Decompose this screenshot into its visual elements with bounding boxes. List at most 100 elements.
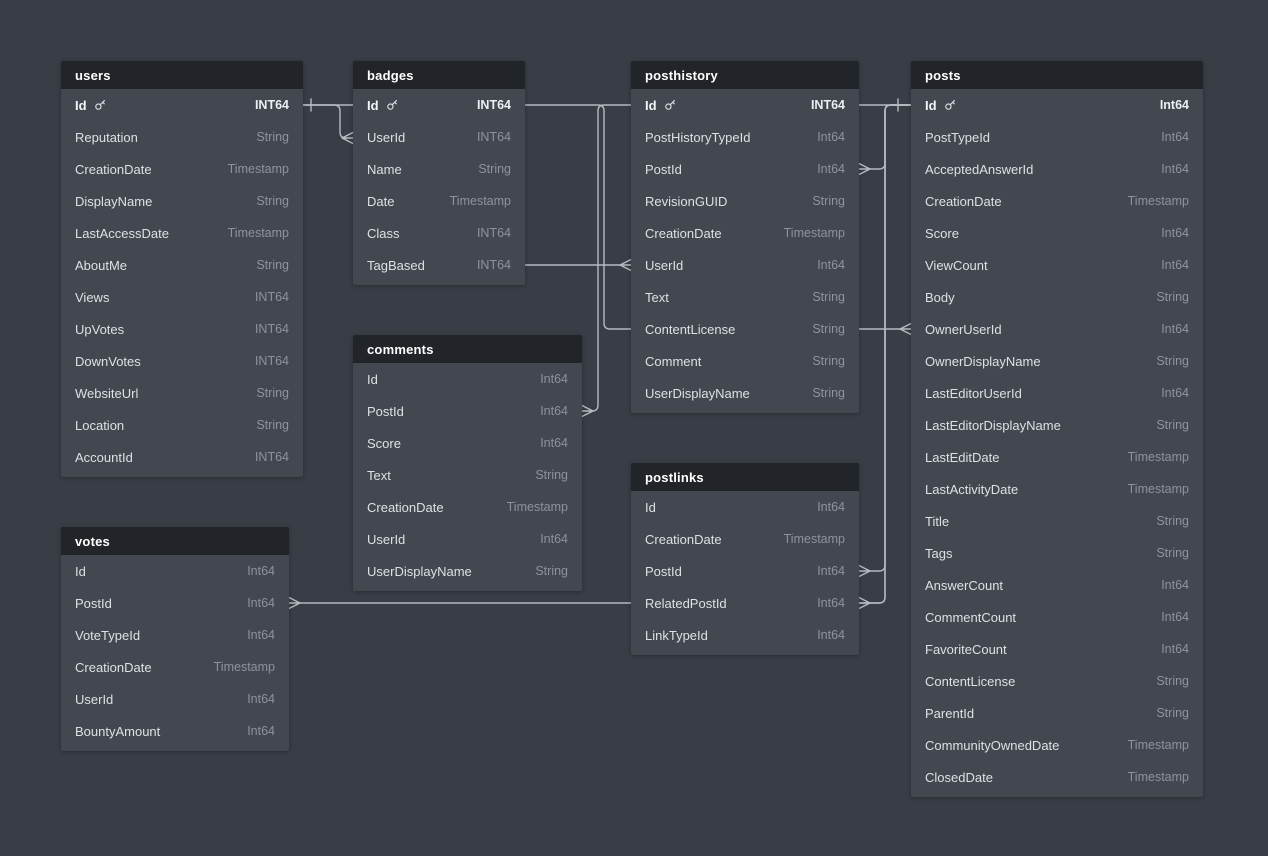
column-row-votes-BountyAmount[interactable]: BountyAmount Int64 [61, 715, 289, 747]
column-row-posts-Body[interactable]: Body String [911, 281, 1203, 313]
column-row-users-Reputation[interactable]: Reputation String [61, 121, 303, 153]
column-row-users-CreationDate[interactable]: CreationDate Timestamp [61, 153, 303, 185]
table-users[interactable]: users Id INT64 Reputation String CreationDate… [61, 61, 303, 477]
relationship-line[interactable] [868, 104, 912, 170]
column-row-comments-Score[interactable]: Score Int64 [353, 427, 582, 459]
column-row-posts-OwnerUserId[interactable]: OwnerUserId Int64 [911, 313, 1203, 345]
column-row-users-DisplayName[interactable]: DisplayName String [61, 185, 303, 217]
column-row-posts-LastEditDate[interactable]: LastEditDate Timestamp [911, 441, 1203, 473]
table-header-postlinks[interactable]: postlinks [631, 463, 859, 491]
column-row-badges-UserId[interactable]: UserId INT64 [353, 121, 525, 153]
column-row-users-Location[interactable]: Location String [61, 409, 303, 441]
column-row-posts-AcceptedAnswerId[interactable]: AcceptedAnswerId Int64 [911, 153, 1203, 185]
primary-key-icon [94, 100, 105, 110]
column-row-badges-Date[interactable]: Date Timestamp [353, 185, 525, 217]
column-row-users-Views[interactable]: Views INT64 [61, 281, 303, 313]
column-row-posthistory-UserDisplayName[interactable]: UserDisplayName String [631, 377, 859, 409]
table-header-users[interactable]: users [61, 61, 303, 89]
table-postlinks[interactable]: postlinks Id Int64 CreationDate Timestamp Pos… [631, 463, 859, 655]
column-row-votes-Id[interactable]: Id Int64 [61, 555, 289, 587]
table-posthistory[interactable]: posthistory Id INT64 PostHistoryTypeId Int64… [631, 61, 859, 413]
column-row-comments-PostId[interactable]: PostId Int64 [353, 395, 582, 427]
table-votes[interactable]: votes Id Int64 PostId Int64 VoteTypeId Int64 Cr… [61, 527, 289, 751]
column-row-users-Id[interactable]: Id INT64 [61, 89, 303, 121]
column-type: String [256, 194, 289, 208]
column-row-users-WebsiteUrl[interactable]: WebsiteUrl String [61, 377, 303, 409]
column-row-badges-Id[interactable]: Id INT64 [353, 89, 525, 121]
column-row-posts-PostTypeId[interactable]: PostTypeId Int64 [911, 121, 1203, 153]
column-row-postlinks-PostId[interactable]: PostId Int64 [631, 555, 859, 587]
column-row-badges-Class[interactable]: Class INT64 [353, 217, 525, 249]
column-row-badges-TagBased[interactable]: TagBased INT64 [353, 249, 525, 281]
table-header-posts[interactable]: posts [911, 61, 1203, 89]
column-row-postlinks-CreationDate[interactable]: CreationDate Timestamp [631, 523, 859, 555]
column-row-posts-LastEditorUserId[interactable]: LastEditorUserId Int64 [911, 377, 1203, 409]
column-row-posts-ClosedDate[interactable]: ClosedDate Timestamp [911, 761, 1203, 793]
column-row-posts-CreationDate[interactable]: CreationDate Timestamp [911, 185, 1203, 217]
column-row-posts-OwnerDisplayName[interactable]: OwnerDisplayName String [911, 345, 1203, 377]
relationship-line[interactable] [302, 104, 347, 139]
column-row-posthistory-PostHistoryTypeId[interactable]: PostHistoryTypeId Int64 [631, 121, 859, 153]
column-row-comments-Id[interactable]: Id Int64 [353, 363, 582, 395]
primary-key-icon [386, 100, 397, 110]
column-name: ContentLicense [925, 673, 1016, 689]
column-row-users-DownVotes[interactable]: DownVotes INT64 [61, 345, 303, 377]
table-header-posthistory[interactable]: posthistory [631, 61, 859, 89]
relationship-line[interactable] [868, 104, 912, 572]
relationship-line[interactable] [591, 104, 912, 412]
column-row-votes-PostId[interactable]: PostId Int64 [61, 587, 289, 619]
column-row-users-AboutMe[interactable]: AboutMe String [61, 249, 303, 281]
column-name: CommentCount [925, 609, 1017, 625]
column-row-votes-VoteTypeId[interactable]: VoteTypeId Int64 [61, 619, 289, 651]
table-badges[interactable]: badges Id INT64 UserId INT64 Name String Date Ti… [353, 61, 525, 285]
column-row-posts-FavoriteCount[interactable]: FavoriteCount Int64 [911, 633, 1203, 665]
column-name: Id [367, 371, 378, 387]
column-row-posthistory-RevisionGUID[interactable]: RevisionGUID String [631, 185, 859, 217]
column-row-posts-ParentId[interactable]: ParentId String [911, 697, 1203, 729]
column-row-posts-CommunityOwnedDate[interactable]: CommunityOwnedDate Timestamp [911, 729, 1203, 761]
column-row-postlinks-Id[interactable]: Id Int64 [631, 491, 859, 523]
column-row-comments-Text[interactable]: Text String [353, 459, 582, 491]
column-type: Int64 [817, 162, 845, 176]
column-row-posthistory-PostId[interactable]: PostId Int64 [631, 153, 859, 185]
column-row-posthistory-Id[interactable]: Id INT64 [631, 89, 859, 121]
column-row-users-UpVotes[interactable]: UpVotes INT64 [61, 313, 303, 345]
column-row-posts-Id[interactable]: Id Int64 [911, 89, 1203, 121]
column-row-badges-Name[interactable]: Name String [353, 153, 525, 185]
column-row-comments-UserId[interactable]: UserId Int64 [353, 523, 582, 555]
column-row-posts-ViewCount[interactable]: ViewCount Int64 [911, 249, 1203, 281]
column-row-postlinks-LinkTypeId[interactable]: LinkTypeId Int64 [631, 619, 859, 651]
column-row-posthistory-UserId[interactable]: UserId Int64 [631, 249, 859, 281]
column-row-comments-UserDisplayName[interactable]: UserDisplayName String [353, 555, 582, 587]
column-row-posthistory-Comment[interactable]: Comment String [631, 345, 859, 377]
column-row-posthistory-ContentLicense[interactable]: ContentLicense String [631, 313, 859, 345]
column-row-posthistory-Text[interactable]: Text String [631, 281, 859, 313]
relationship-line[interactable] [298, 104, 912, 604]
column-row-users-AccountId[interactable]: AccountId INT64 [61, 441, 303, 473]
column-row-posts-CommentCount[interactable]: CommentCount Int64 [911, 601, 1203, 633]
column-row-posts-ContentLicense[interactable]: ContentLicense String [911, 665, 1203, 697]
table-header-comments[interactable]: comments [353, 335, 582, 363]
table-title: comments [367, 341, 434, 357]
column-row-posthistory-CreationDate[interactable]: CreationDate Timestamp [631, 217, 859, 249]
table-header-badges[interactable]: badges [353, 61, 525, 89]
column-row-posts-AnswerCount[interactable]: AnswerCount Int64 [911, 569, 1203, 601]
relationship-line[interactable] [868, 104, 912, 604]
column-row-votes-CreationDate[interactable]: CreationDate Timestamp [61, 651, 289, 683]
column-row-posts-Tags[interactable]: Tags String [911, 537, 1203, 569]
column-name: Name [367, 161, 402, 177]
column-row-posts-LastEditorDisplayName[interactable]: LastEditorDisplayName String [911, 409, 1203, 441]
table-comments[interactable]: comments Id Int64 PostId Int64 Score Int64 Text… [353, 335, 582, 591]
column-type: Int64 [817, 500, 845, 514]
column-row-users-LastAccessDate[interactable]: LastAccessDate Timestamp [61, 217, 303, 249]
column-row-comments-CreationDate[interactable]: CreationDate Timestamp [353, 491, 582, 523]
column-row-postlinks-RelatedPostId[interactable]: RelatedPostId Int64 [631, 587, 859, 619]
table-header-votes[interactable]: votes [61, 527, 289, 555]
column-row-votes-UserId[interactable]: UserId Int64 [61, 683, 289, 715]
column-name: LastAccessDate [75, 225, 169, 241]
column-row-posts-LastActivityDate[interactable]: LastActivityDate Timestamp [911, 473, 1203, 505]
column-row-posts-Title[interactable]: Title String [911, 505, 1203, 537]
column-row-posts-Score[interactable]: Score Int64 [911, 217, 1203, 249]
table-posts[interactable]: posts Id Int64 PostTypeId Int64 AcceptedAnswe… [911, 61, 1203, 797]
